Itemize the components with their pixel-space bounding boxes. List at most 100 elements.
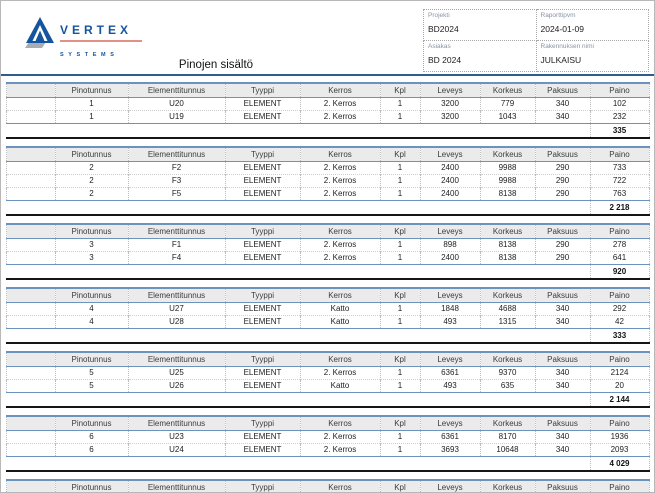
cell: 290 [534,187,591,201]
cell: 3200 [419,97,481,111]
cell: 1 [379,174,421,188]
group-total-row: 920 [6,264,650,280]
column-header: Paino [589,479,650,492]
cell: 290 [534,238,591,252]
blank-cell [5,379,56,393]
customer-label: Asiakas [428,43,451,50]
cell: 6 [54,430,129,444]
cell: 340 [534,302,591,316]
cell: 340 [534,430,591,444]
column-header: Tyyppi [224,223,301,239]
cell: F5 [127,187,226,201]
cell: 340 [534,366,591,380]
column-header: Tyyppi [224,479,301,492]
table-row: 1 U20 ELEMENT 2. Kerros 1 3200 779 340 102 [5,97,650,111]
project-label: Projekti [428,12,450,19]
column-header: Leveys [419,223,481,239]
cell: 1315 [479,315,536,329]
project-value: BD2024 [428,24,459,34]
column-header: Tyyppi [224,351,301,367]
blank-cell [5,251,56,265]
cell: U19 [127,110,226,124]
column-header: Paksuus [534,479,591,492]
pile-group-table: Pinotunnus Elementtitunnus Tyyppi Kerros Kpl… [5,287,650,344]
cell: 6361 [419,366,481,380]
table-header-row: Pinotunnus Elementtitunnus Tyyppi Kerros Kpl… [5,351,650,367]
table-row: 4 U27 ELEMENT Katto 1 1848 4688 340 292 [5,302,650,316]
column-header: Leveys [419,146,481,162]
column-header: Pinotunnus [54,479,129,492]
column-header: Paino [589,82,650,98]
pile-tables-container: Pinotunnus Elementtitunnus Tyyppi Kerros Kpl… [1,76,654,492]
cell: 779 [479,97,536,111]
cell: 4 [54,302,129,316]
cell: 1 [379,251,421,265]
cell: 1 [379,315,421,329]
table-row: 3 F4 ELEMENT 2. Kerros 1 2400 8138 290 641 [5,251,650,265]
blank-cell [5,430,56,444]
column-header: Korkeus [479,351,536,367]
column-header: Elementtitunnus [127,223,226,239]
cell: 8138 [479,238,536,252]
cell: 9988 [479,161,536,175]
cell: 2. Kerros [299,238,381,252]
cell: ELEMENT [224,161,301,175]
cell: 9370 [479,366,536,380]
column-header: Kerros [299,82,381,98]
column-header: Kpl [379,287,421,303]
cell: 290 [534,161,591,175]
building-name-label: Rakennuksen nimi [540,43,594,50]
column-header: Korkeus [479,415,536,431]
cell: 4 [54,315,129,329]
blank-header-cell [5,287,56,303]
column-header: Elementtitunnus [127,479,226,492]
table-header-row: Pinotunnus Elementtitunnus Tyyppi Kerros Kpl… [5,479,650,492]
cell: 340 [534,315,591,329]
column-header: Kerros [299,351,381,367]
cell: 340 [534,379,591,393]
group-total-value: 335 [589,123,650,139]
blank-cell [5,366,56,380]
cell: 2124 [589,366,650,380]
group-total-row: 2 144 [6,392,650,408]
blank-cell [5,302,56,316]
cell: 340 [534,97,591,111]
group-total-value: 333 [589,328,650,344]
cell: 1 [379,443,421,457]
group-total-row: 2 218 [6,200,650,216]
cell: 2 [54,174,129,188]
cell: 232 [589,110,650,124]
column-header: Korkeus [479,82,536,98]
total-spacer [6,456,590,472]
cell: 8138 [479,187,536,201]
table-row: 4 U28 ELEMENT Katto 1 493 1315 340 42 [5,315,650,329]
pile-group-table: Pinotunnus Elementtitunnus Tyyppi Kerros Kpl… [5,415,650,472]
vertex-logo: VERTEX SYSTEMS [25,16,142,61]
column-header: Paino [589,415,650,431]
column-header: Leveys [419,287,481,303]
logo-red-line [60,40,142,42]
column-header: Kerros [299,415,381,431]
column-header: Korkeus [479,479,536,492]
cell: 2. Kerros [299,430,381,444]
cell: 3 [54,251,129,265]
info-cell-customer: Asiakas BD 2024 [423,40,537,72]
blank-header-cell [5,223,56,239]
cell: ELEMENT [224,315,301,329]
cell: 9988 [479,174,536,188]
column-header: Tyyppi [224,287,301,303]
cell: 1 [379,110,421,124]
column-header: Kerros [299,287,381,303]
cell: 1848 [419,302,481,316]
column-header: Kerros [299,146,381,162]
column-header: Kpl [379,82,421,98]
customer-value: BD 2024 [428,55,462,65]
pile-group-table: Pinotunnus Elementtitunnus Tyyppi Kerros Kpl… [5,223,650,280]
cell: ELEMENT [224,238,301,252]
column-header: Leveys [419,351,481,367]
cell: Katto [299,379,381,393]
logo-subtitle: SYSTEMS [60,52,119,58]
group-total-row: 335 [6,123,650,139]
cell: 2. Kerros [299,366,381,380]
cell: 42 [589,315,650,329]
